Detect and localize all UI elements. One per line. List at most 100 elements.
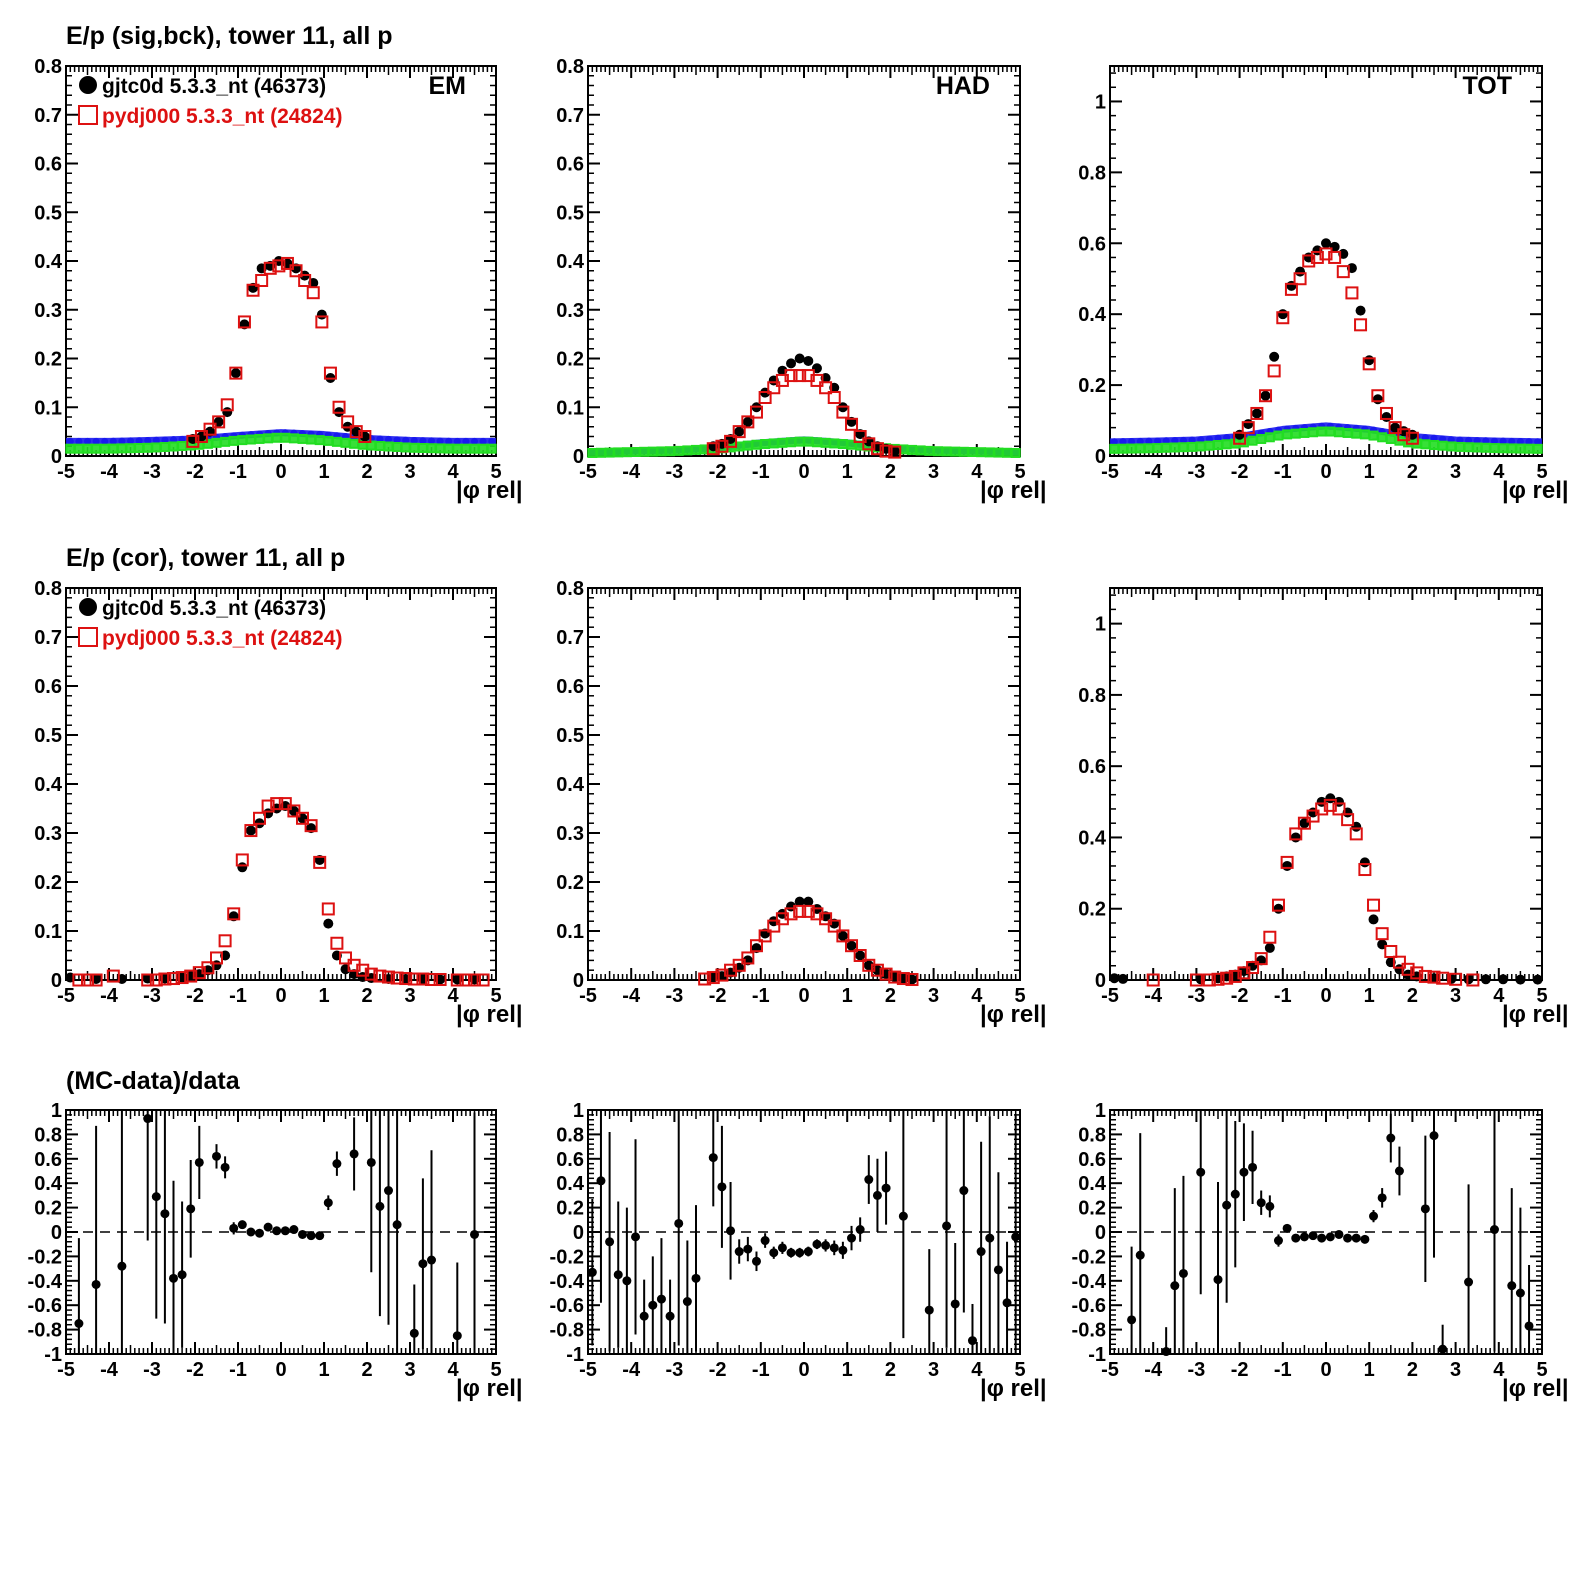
x-tick-label: -5 <box>57 985 75 1007</box>
x-tick-label: 2 <box>361 461 372 483</box>
data-point <box>803 896 814 907</box>
mc-point <box>201 961 215 975</box>
ratio-point <box>596 1176 606 1186</box>
x-tick-label: 5 <box>1014 985 1025 1007</box>
y-tick-label: 0.6 <box>556 676 584 698</box>
y-tick-label: 0.3 <box>34 300 62 322</box>
ratio-point <box>1291 1233 1301 1243</box>
y-tick-label: -0.4 <box>1072 1271 1107 1293</box>
data-point <box>1325 793 1336 804</box>
mc-point <box>399 972 413 986</box>
data-background-point <box>1465 436 1473 444</box>
ratio-point <box>409 1328 419 1338</box>
data-background-point <box>1508 437 1516 445</box>
x-tick-label: -4 <box>622 461 641 483</box>
mc-point <box>827 391 841 404</box>
legend-marker-data <box>79 598 97 616</box>
mc-point <box>72 973 86 987</box>
panel-r1-had: -5 -4 -3 -2 -1 0 1 2 3 4 5 0 0.1 0.2 0.3 0.4 0.5 0.6 0.7 0.… <box>556 56 1046 504</box>
x-tick-label: 0 <box>1320 461 1331 483</box>
x-tick-label: 2 <box>361 1359 372 1381</box>
mc-point <box>1220 971 1234 985</box>
data-point <box>1368 914 1379 925</box>
y-tick-label: 0.6 <box>1078 233 1106 255</box>
y-tick-label: 0.2 <box>34 1198 62 1220</box>
data-point <box>1269 351 1280 362</box>
x-tick-label: -2 <box>1231 985 1249 1007</box>
data-point <box>1372 394 1383 405</box>
mc-point <box>819 381 833 395</box>
x-tick-label: 5 <box>1014 1359 1025 1381</box>
mc-point <box>1250 406 1264 420</box>
data-point <box>245 825 256 836</box>
ratio-point <box>1299 1232 1309 1242</box>
x-tick-label: -5 <box>1101 1359 1119 1381</box>
mc-point <box>81 973 94 987</box>
panel-r2-em: -5 -4 -3 -2 -1 0 1 2 3 4 5 0 0.1 0.2 0.3 0.4 0.5 0.6 0.7 0.… <box>34 578 522 1028</box>
ratio-point <box>1248 1162 1258 1172</box>
ratio-point <box>246 1227 256 1237</box>
mc-point <box>879 967 893 981</box>
legend-label-mc: pydj000 5.3.3_nt (24824) <box>102 627 342 650</box>
x-tick-label: -4 <box>1144 461 1163 483</box>
ratio-point <box>1507 1281 1517 1291</box>
mc-point <box>1267 364 1281 378</box>
y-tick-label: 0.8 <box>34 1124 62 1146</box>
mc-point <box>210 951 223 965</box>
data-point <box>1321 238 1331 249</box>
y-tick-label: -0.6 <box>1072 1295 1106 1317</box>
mc-point <box>332 400 346 414</box>
mc-point <box>1401 962 1415 976</box>
data-point <box>1364 355 1375 366</box>
ratio-point <box>298 1229 307 1239</box>
y-tick-label: 0 <box>51 446 62 468</box>
x-tick-label: 2 <box>1407 1359 1418 1381</box>
x-tick-label: -3 <box>143 1359 161 1381</box>
mc-point <box>905 973 919 987</box>
x-tick-label: -1 <box>752 985 770 1007</box>
data-point <box>323 918 334 929</box>
mc-background-point <box>1532 443 1543 454</box>
x-tick-label: -4 <box>100 461 119 483</box>
data-background-point <box>453 437 461 445</box>
x-tick-label: 3 <box>404 461 415 483</box>
data-background-point <box>1534 438 1542 446</box>
x-tick-label: 2 <box>1407 985 1418 1007</box>
mc-point <box>330 936 344 950</box>
mc-point <box>476 973 490 987</box>
x-tick-label: 1 <box>1364 985 1375 1007</box>
x-tick-label: 2 <box>885 985 896 1007</box>
x-tick-label: -3 <box>143 461 161 483</box>
corner-label: TOT <box>1462 72 1512 100</box>
data-background-point <box>75 437 83 445</box>
y-tick-label: 1 <box>51 1100 62 1122</box>
ratio-point <box>656 1294 666 1304</box>
y-tick-label: 1 <box>1095 614 1106 636</box>
data-background-point <box>135 437 143 445</box>
mc-point <box>1397 428 1411 442</box>
data-point <box>1355 305 1366 316</box>
x-tick-label: 3 <box>928 1359 939 1381</box>
y-tick-label: 0 <box>1095 970 1106 992</box>
data-point <box>1381 412 1392 422</box>
mc-point <box>459 973 473 987</box>
mc-point <box>237 315 251 329</box>
ratio-point <box>1515 1288 1525 1298</box>
ratio-point <box>177 1270 187 1280</box>
ratio-point <box>803 1247 813 1257</box>
mc-point <box>321 902 335 916</box>
ratio-point <box>967 1336 977 1346</box>
y-tick-label: -0.2 <box>1072 1246 1106 1268</box>
x-tick-label: 4 <box>971 461 983 483</box>
data-background-point <box>127 437 134 445</box>
mc-point <box>793 369 807 383</box>
y-tick-label: 0.6 <box>34 676 62 698</box>
mc-point <box>1297 816 1311 830</box>
y-tick-label: 0.2 <box>1078 1198 1106 1220</box>
y-tick-label: 0.1 <box>556 397 584 419</box>
data-point <box>734 426 745 437</box>
x-tick-label: 3 <box>1450 461 1461 483</box>
mc-point <box>1466 973 1480 987</box>
x-axis-label: |φ rel| <box>456 1001 523 1028</box>
ratio-point <box>375 1201 385 1211</box>
